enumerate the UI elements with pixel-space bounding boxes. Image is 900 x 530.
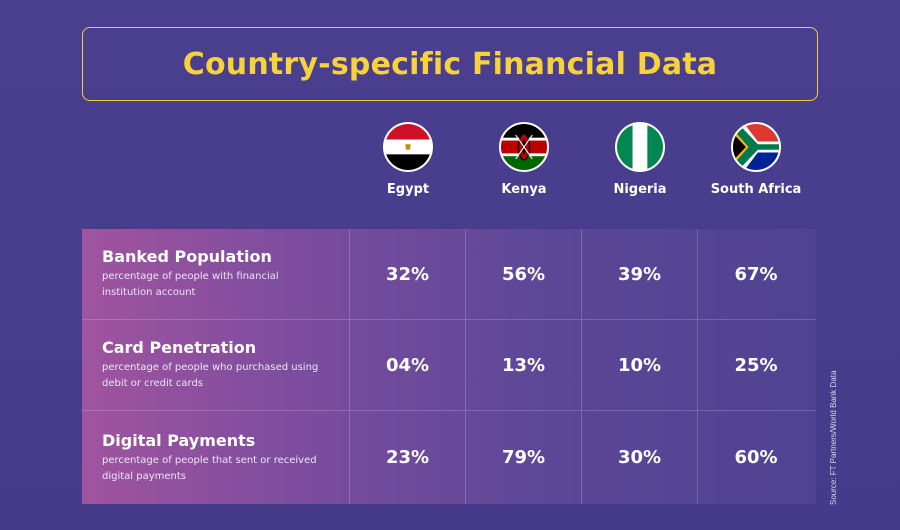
page-title: Country-specific Financial Data: [182, 46, 718, 82]
country-header-kenya: Kenya: [466, 122, 582, 197]
metric-description: percentage of people who purchased using…: [102, 362, 319, 389]
row-label: Digital Payments percentage of people th…: [82, 411, 350, 504]
value-cell: 30%: [582, 411, 698, 504]
country-header-nigeria: Nigeria: [582, 122, 698, 197]
egypt-flag-icon: [383, 122, 433, 172]
value-cell: 25%: [734, 354, 778, 376]
value-cell: 04%: [350, 320, 466, 410]
country-header-south-africa: South Africa: [698, 122, 814, 197]
country-header-egypt: Egypt: [350, 122, 466, 197]
metric-description: percentage of people that sent or receiv…: [102, 454, 317, 482]
country-name: Kenya: [501, 182, 547, 197]
table-row-banked-population: Banked Population percentage of people w…: [82, 229, 816, 320]
metric-title: Card Penetration: [102, 338, 257, 357]
value-cell: 79%: [466, 411, 582, 504]
country-name: Egypt: [386, 182, 430, 197]
metric-title: Banked Population: [102, 247, 272, 266]
data-table: Banked Population percentage of people w…: [82, 229, 816, 504]
value-cell: 56%: [466, 229, 582, 319]
table-row-card-penetration: Card Penetration percentage of people wh…: [82, 320, 816, 411]
table-row-digital-payments: Digital Payments percentage of people th…: [82, 411, 816, 504]
value-cell: 10%: [582, 320, 698, 410]
kenya-flag-icon: [499, 122, 549, 172]
value-cell: 32%: [350, 229, 466, 319]
value-cell: 60%: [734, 447, 778, 468]
country-name: Nigeria: [613, 182, 667, 197]
metric-title: Digital Payments: [102, 430, 256, 450]
metric-description: percentage of people with financial inst…: [102, 271, 279, 298]
source-note: Source: FT Partners/World Bank Data: [829, 370, 838, 505]
nigeria-flag-icon: [615, 122, 665, 172]
title-box: Country-specific Financial Data: [82, 27, 818, 101]
value-cell: 67%: [734, 263, 778, 285]
row-label: Card Penetration percentage of people wh…: [82, 320, 350, 410]
value-cell: 39%: [582, 229, 698, 319]
row-label: Banked Population percentage of people w…: [82, 229, 350, 319]
country-name: South Africa: [710, 182, 802, 197]
value-cell: 23%: [350, 411, 466, 504]
south-africa-flag-icon: [731, 122, 781, 172]
value-cell: 13%: [466, 320, 582, 410]
